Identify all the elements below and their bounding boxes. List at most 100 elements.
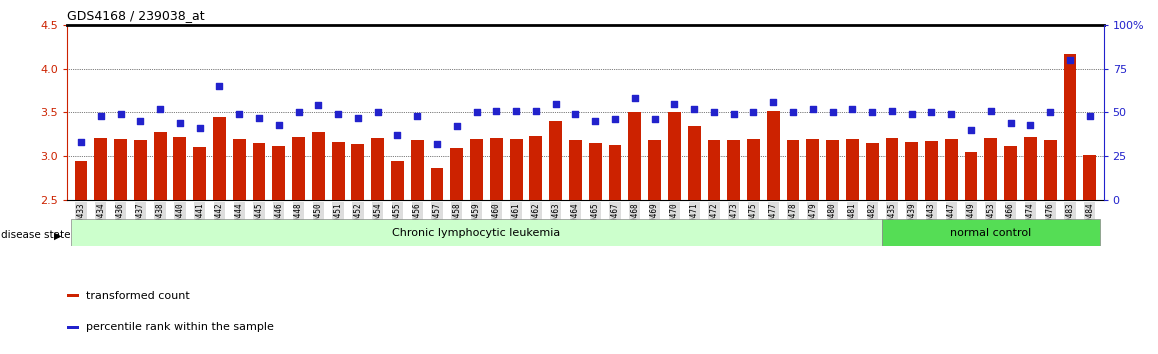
Bar (569, 141, 582, 200)
Bar (510, 139, 522, 200)
Point (1080, 113, 1099, 119)
Point (804, 106, 822, 112)
Bar (846, 139, 859, 200)
Point (665, 101, 683, 107)
Point (922, 110, 940, 115)
Bar (372, 138, 384, 200)
Point (764, 99, 783, 105)
Bar (945, 139, 958, 200)
Bar (134, 141, 147, 200)
Point (170, 120, 189, 126)
Bar (767, 111, 779, 200)
Point (91, 113, 110, 119)
Text: Chronic lymphocytic leukemia: Chronic lymphocytic leukemia (393, 228, 560, 238)
Point (606, 116, 624, 122)
Point (329, 111, 347, 117)
Bar (786, 139, 799, 200)
Point (784, 110, 802, 115)
Bar (1024, 137, 1036, 200)
Bar (352, 144, 365, 200)
Point (290, 110, 308, 115)
Bar (154, 132, 167, 200)
Bar (708, 139, 720, 200)
Point (527, 108, 545, 114)
Text: GDS4168 / 239038_at: GDS4168 / 239038_at (67, 9, 205, 22)
Bar (609, 145, 622, 200)
Point (468, 110, 486, 115)
Point (151, 106, 169, 112)
Bar (411, 141, 424, 200)
Bar (1083, 155, 1097, 200)
Point (882, 108, 901, 114)
Point (645, 116, 664, 122)
Bar (331, 142, 345, 200)
Point (684, 106, 703, 112)
Bar (292, 137, 305, 200)
Point (211, 83, 229, 89)
Point (309, 103, 328, 108)
Bar (549, 121, 562, 200)
Point (823, 110, 842, 115)
Point (745, 110, 763, 115)
Text: percentile rank within the sample: percentile rank within the sample (86, 322, 273, 332)
Point (447, 124, 466, 129)
Bar (490, 138, 503, 200)
Point (863, 110, 881, 115)
Bar (450, 148, 463, 200)
Bar (94, 138, 108, 200)
Point (427, 141, 446, 147)
Bar (886, 138, 899, 200)
Text: normal control: normal control (951, 228, 1032, 238)
Bar (925, 141, 938, 200)
Point (625, 96, 644, 101)
Point (982, 108, 1001, 114)
Point (131, 118, 149, 124)
Point (1002, 120, 1020, 126)
Bar (174, 137, 186, 200)
Point (250, 115, 269, 120)
Point (111, 111, 130, 117)
Bar (193, 147, 206, 200)
Bar (391, 161, 404, 200)
Point (388, 132, 406, 138)
Bar (826, 141, 840, 200)
Point (962, 127, 981, 133)
Bar (115, 139, 127, 200)
Bar (71, 219, 882, 246)
Bar (312, 132, 324, 200)
Bar (882, 219, 1100, 246)
Bar (648, 141, 661, 200)
Point (488, 108, 506, 114)
Point (230, 111, 249, 117)
Text: disease state: disease state (1, 230, 71, 240)
Point (843, 106, 862, 112)
Bar (431, 167, 444, 200)
Bar (272, 146, 285, 200)
Bar (727, 139, 740, 200)
Bar (806, 139, 819, 200)
Point (1061, 57, 1079, 63)
Point (941, 111, 960, 117)
Bar (470, 139, 483, 200)
Bar (1063, 54, 1077, 200)
Point (368, 110, 387, 115)
Point (72, 139, 90, 145)
Point (408, 113, 426, 119)
Point (1041, 110, 1060, 115)
Bar (906, 142, 918, 200)
Bar (233, 139, 245, 200)
Bar (688, 126, 701, 200)
Bar (629, 113, 642, 200)
Bar (252, 143, 265, 200)
Text: transformed count: transformed count (86, 291, 190, 301)
Point (705, 110, 724, 115)
Point (190, 125, 208, 131)
Text: ▶: ▶ (54, 230, 61, 240)
Point (1021, 122, 1040, 127)
Point (566, 111, 585, 117)
Point (547, 101, 565, 107)
Point (349, 115, 367, 120)
Bar (668, 113, 681, 200)
Bar (529, 136, 542, 200)
Bar (747, 139, 760, 200)
